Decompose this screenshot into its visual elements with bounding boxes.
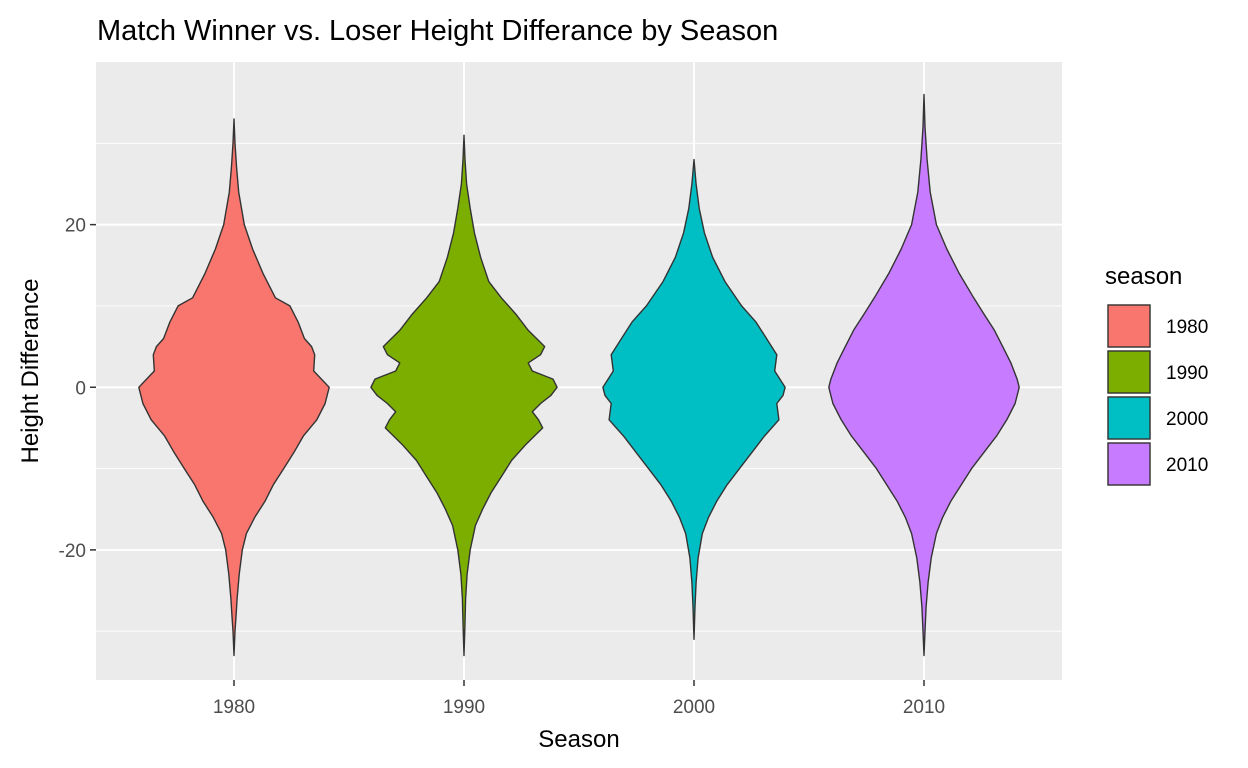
x-tick-label: 1990	[443, 697, 485, 718]
y-tick-label: 0	[75, 378, 86, 399]
chart-title: Match Winner vs. Loser Height Differance…	[97, 15, 778, 47]
y-tick-label: 20	[65, 216, 86, 237]
y-axis-title: Height Differance	[17, 279, 44, 464]
violin-2000	[602, 158, 786, 640]
legend-label: 2010	[1166, 455, 1208, 476]
legend-key-2000	[1107, 396, 1151, 440]
legend-label: 1990	[1166, 363, 1208, 384]
violin-1990	[370, 134, 558, 657]
axes: -20 0 20 1980 1990 2000 2010	[59, 216, 946, 718]
legend: season 1980 1990 2000 2010	[1105, 263, 1208, 486]
y-tick-label: -20	[59, 541, 86, 562]
x-tick-label: 1980	[213, 697, 255, 718]
violin-1980	[138, 118, 330, 657]
x-tick-label: 2000	[673, 697, 715, 718]
legend-key-1980	[1107, 304, 1151, 348]
violins	[138, 93, 1020, 657]
x-axis-title: Season	[538, 726, 619, 753]
legend-key-1990	[1107, 350, 1151, 394]
legend-key-2010	[1107, 442, 1151, 486]
x-tick-label: 2010	[903, 697, 945, 718]
legend-label: 1980	[1166, 317, 1208, 338]
legend-title: season	[1105, 263, 1182, 290]
legend-label: 2000	[1166, 409, 1208, 430]
violin-2010	[828, 93, 1020, 657]
